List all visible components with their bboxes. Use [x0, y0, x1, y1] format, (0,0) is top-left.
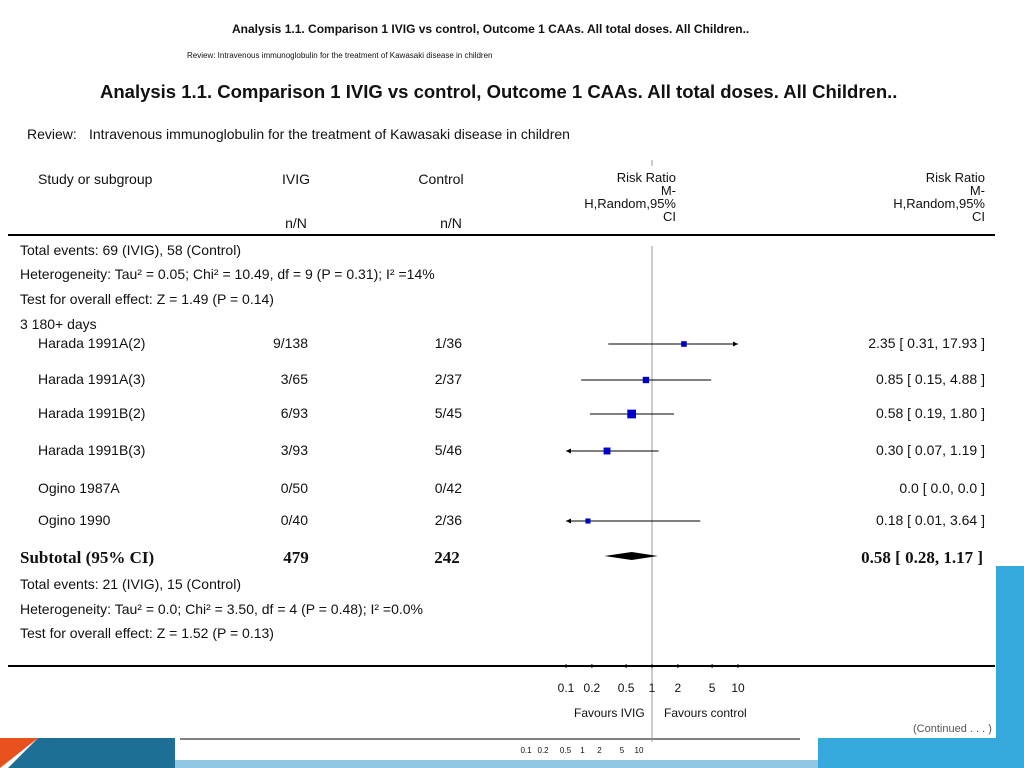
col-control-header: Control [418, 171, 464, 187]
ci-arrow-left [566, 518, 571, 524]
accent-orange-shape [0, 738, 38, 768]
axis-tick-label: 2 [674, 681, 682, 695]
study-ivig-nn: 0/50 [280, 480, 308, 496]
subgroup-title: 3 180+ days [20, 316, 97, 332]
rr2-header-line2: M- [969, 183, 985, 198]
study-control-nn: 5/46 [434, 442, 462, 458]
overall-total-events: Total events: 69 (IVIG), 58 (Control) [20, 242, 241, 258]
point-estimate-square [642, 376, 650, 384]
study-ci-text: 0.30 [ 0.07, 1.19 ] [876, 442, 985, 458]
overall-heterogeneity: Heterogeneity: Tau² = 0.05; Chi² = 10.49… [20, 266, 435, 282]
study-control-nn: 0/42 [434, 480, 462, 496]
subtotal-ivig: 479 [283, 548, 309, 567]
study-ivig-nn: 9/138 [272, 335, 308, 351]
study-name: Harada 1991A(3) [38, 371, 146, 387]
study-control-nn: 2/36 [434, 512, 462, 528]
point-estimate-square [681, 341, 687, 347]
study-ivig-nn: 6/93 [280, 405, 308, 421]
axis-tick-label-small: 5 [619, 746, 625, 755]
study-ci-text: 0.85 [ 0.15, 4.88 ] [876, 371, 985, 387]
accent-blue-right [996, 566, 1024, 768]
point-estimate-square [585, 518, 591, 524]
axis-tick-label: 0.1 [557, 681, 575, 695]
axis-tick-label-small: 1 [580, 746, 585, 755]
subtotal-ci: 0.58 [ 0.28, 1.17 ] [861, 548, 983, 567]
study-ivig-nn: 3/93 [280, 442, 308, 458]
col-study-header: Study or subgroup [38, 171, 153, 187]
page-title: Analysis 1.1. Comparison 1 IVIG vs contr… [100, 81, 898, 102]
axis-tick-label-small: 0.2 [537, 746, 549, 755]
ci-arrow-right [733, 341, 738, 347]
axis-tick-label-small: 10 [634, 746, 644, 755]
subtotal-label: Subtotal (95% CI) [20, 548, 155, 567]
study-ivig-nn: 0/40 [280, 512, 308, 528]
point-estimate-square [603, 447, 611, 455]
subtotal-diamond [604, 552, 658, 560]
ci-arrow-left [566, 448, 571, 454]
study-ci-text: 2.35 [ 0.31, 17.93 ] [868, 335, 985, 351]
continued-label: (Continued . . . ) [913, 723, 992, 735]
study-ci-text: 0.0 [ 0.0, 0.0 ] [899, 480, 985, 496]
rr2-header-line4: CI [972, 209, 985, 224]
col-rr-header-1: Risk Ratio M- H,Random,95% CI [584, 171, 676, 223]
col-ivig-nn: n/N [285, 215, 307, 231]
review-label: Review: [27, 126, 77, 142]
axis-tick-label-small: 2 [597, 746, 602, 755]
axis-tick-label: 0.2 [583, 681, 601, 695]
col-ivig-header: IVIG [281, 171, 311, 187]
top-title: Analysis 1.1. Comparison 1 IVIG vs contr… [232, 22, 750, 36]
favours-right-label: Favours control [664, 706, 747, 720]
study-name: Ogino 1987A [38, 480, 120, 496]
rr-header-line4: CI [663, 209, 676, 224]
accent-blue-bottom [818, 738, 1024, 768]
top-review: Review: Intravenous immunoglobulin for t… [187, 51, 493, 60]
rr2-header-line1: Risk Ratio [925, 170, 985, 185]
subtotal-control: 242 [434, 548, 460, 567]
axis-tick-label: 5 [708, 681, 716, 695]
favours-left-label: Favours IVIG [574, 706, 645, 720]
axis-tick-label: 1 [648, 681, 656, 695]
rr-header-line1: Risk Ratio [616, 170, 676, 185]
forest-plot [565, 160, 739, 742]
study-control-nn: 2/37 [434, 371, 462, 387]
axis-tick-label: 10 [731, 681, 745, 695]
accent-teal-strip [175, 760, 818, 768]
overall-test: Test for overall effect: Z = 1.49 (P = 0… [20, 291, 274, 307]
subtotal-heterogeneity: Heterogeneity: Tau² = 0.0; Chi² = 3.50, … [20, 601, 423, 617]
accent-navy-shape [8, 738, 175, 768]
study-ci-text: 0.18 [ 0.01, 3.64 ] [876, 512, 985, 528]
axis-tick-label-small: 0.1 [520, 746, 532, 755]
col-rr-header-2: Risk Ratio M- H,Random,95% CI [893, 171, 985, 223]
point-estimate-square [627, 409, 637, 419]
study-ci-text: 0.58 [ 0.19, 1.80 ] [876, 405, 985, 421]
rr2-header-line3: H,Random,95% [893, 196, 985, 211]
subtotal-total-events: Total events: 21 (IVIG), 15 (Control) [20, 576, 241, 592]
study-name: Ogino 1990 [38, 512, 111, 528]
study-ivig-nn: 3/65 [280, 371, 308, 387]
subtotal-test: Test for overall effect: Z = 1.52 (P = 0… [20, 625, 274, 641]
col-control-nn: n/N [440, 215, 462, 231]
study-name: Harada 1991A(2) [38, 335, 146, 351]
review-text: Intravenous immunoglobulin for the treat… [89, 126, 570, 142]
rr-header-line3: H,Random,95% [584, 196, 676, 211]
study-control-nn: 5/45 [434, 405, 462, 421]
study-control-nn: 1/36 [434, 335, 462, 351]
study-name: Harada 1991B(2) [38, 405, 146, 421]
axis-tick-label: 0.5 [617, 681, 635, 695]
study-name: Harada 1991B(3) [38, 442, 146, 458]
rr-header-line2: M- [660, 183, 676, 198]
axis-tick-label-small: 0.5 [559, 746, 572, 755]
